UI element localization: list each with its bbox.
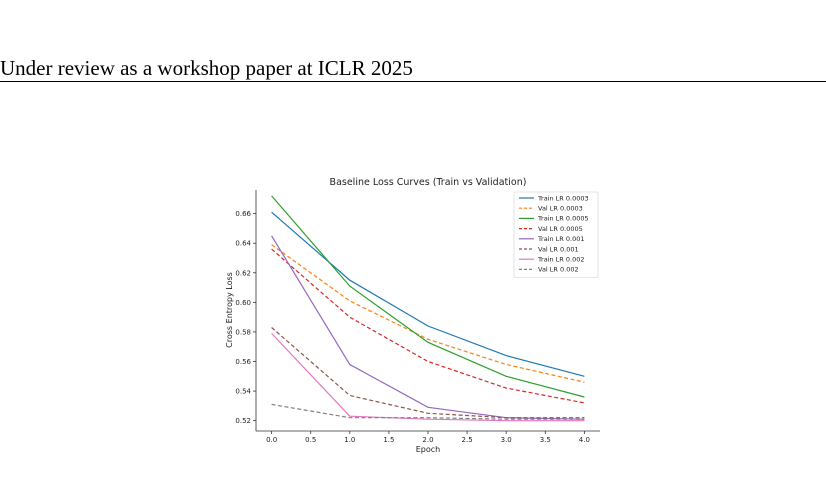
y-tick-label: 0.58 xyxy=(235,328,251,336)
legend-label: Val LR 0.0003 xyxy=(538,205,583,213)
x-tick-label: 1.0 xyxy=(344,436,355,444)
chart-axes: 0.0 0.5 1.0 1.5 2.0 2.5 3.0 3.5 4.0 0.52 0.54 0.56 0… xyxy=(235,190,600,444)
legend-box xyxy=(513,191,599,278)
legend-label: Train LR 0.0005 xyxy=(537,215,589,223)
series-line xyxy=(271,327,585,419)
x-tick-label: 0.5 xyxy=(305,436,316,444)
series-line xyxy=(271,211,585,377)
legend-label: Val LR 0.0005 xyxy=(538,225,583,233)
x-tick-label: 0.0 xyxy=(266,436,277,444)
chart-series-lines xyxy=(271,195,585,422)
series-line xyxy=(271,403,585,420)
x-tick-label: 2.5 xyxy=(462,436,473,444)
y-tick-label: 0.66 xyxy=(235,210,251,218)
chart-title: Baseline Loss Curves (Train vs Validatio… xyxy=(330,177,527,188)
x-tick-label: 1.5 xyxy=(383,436,394,444)
y-tick-label: 0.64 xyxy=(235,240,251,248)
header-rule xyxy=(0,81,826,82)
legend-label: Val LR 0.002 xyxy=(538,266,579,274)
x-tick-label: 2.0 xyxy=(422,436,433,444)
legend-label: Train LR 0.001 xyxy=(537,235,584,243)
series-line xyxy=(271,248,585,404)
y-tick-label: 0.52 xyxy=(235,417,251,425)
running-header: Under review as a workshop paper at ICLR… xyxy=(0,56,413,80)
legend-label: Train LR 0.002 xyxy=(537,256,584,264)
legend-label: Train LR 0.0003 xyxy=(537,194,589,202)
chart-legend: Train LR 0.0003 Val LR 0.0003 Train LR 0.0… xyxy=(513,191,599,278)
y-tick-label: 0.62 xyxy=(235,269,251,277)
y-tick-label: 0.54 xyxy=(235,388,251,396)
y-tick-label: 0.60 xyxy=(235,299,251,307)
x-tick-label: 4.0 xyxy=(579,436,590,444)
x-axis-label: Epoch xyxy=(416,445,441,454)
series-line xyxy=(271,332,585,422)
series-line xyxy=(271,195,585,398)
series-line xyxy=(271,244,585,383)
x-tick-label: 3.0 xyxy=(501,436,512,444)
y-tick-label: 0.56 xyxy=(235,358,251,366)
legend-label: Val LR 0.001 xyxy=(538,245,579,253)
y-axis-label: Cross Entropy Loss xyxy=(225,272,234,348)
x-tick-label: 3.5 xyxy=(540,436,551,444)
